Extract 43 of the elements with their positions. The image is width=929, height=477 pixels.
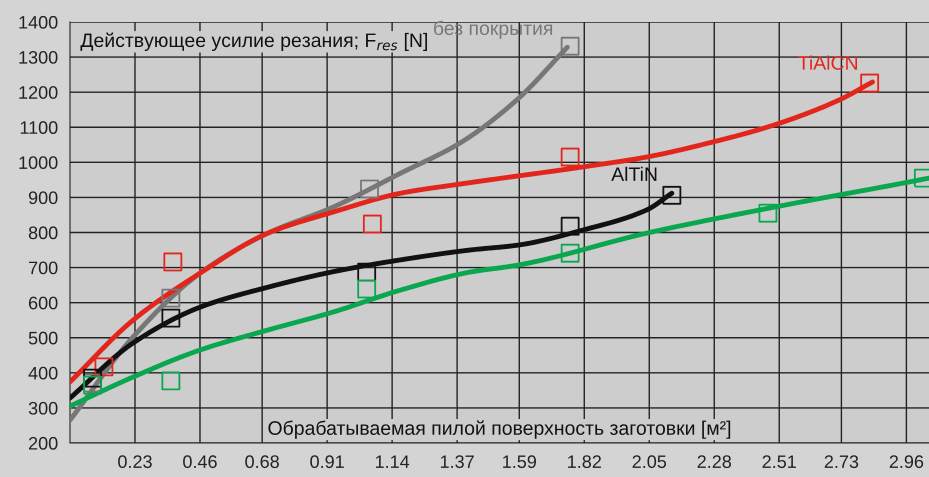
x-tick-label: 2.28 — [698, 455, 732, 468]
y-tick-label: 1000 — [19, 156, 58, 170]
y-tick-label: 1100 — [20, 121, 58, 134]
y-tick-label: 300 — [28, 402, 58, 415]
x-tick-label: 1.37 — [440, 455, 474, 468]
x-tick-label: 2.73 — [824, 455, 858, 468]
y-tick-label: 200 — [28, 436, 58, 450]
y-axis-title: Действующее усилие резания; F$_{res}$ [N] — [80, 32, 427, 51]
x-tick-label: 2.51 — [762, 455, 796, 468]
x-tick-label: 1.14 — [376, 455, 410, 468]
point — [163, 252, 182, 272]
point — [560, 216, 580, 236]
point — [662, 186, 682, 205]
x-tick-label: 1.82 — [568, 455, 601, 468]
point — [758, 204, 778, 223]
point — [560, 148, 580, 166]
point — [360, 180, 379, 198]
y-tick-label: 600 — [28, 296, 58, 310]
x-tick-label: 2.05 — [632, 455, 666, 468]
point — [161, 308, 180, 328]
y-tick-label: 1200 — [19, 86, 58, 99]
y-tick-label: 700 — [29, 262, 58, 274]
point — [560, 244, 580, 263]
point — [357, 280, 376, 298]
y-tick-label: 1300 — [19, 51, 58, 64]
point — [161, 371, 180, 390]
y-tick-label: 500 — [28, 332, 58, 344]
y-tick-label: 900 — [28, 191, 58, 204]
y-tick-label: 800 — [28, 226, 58, 240]
x-tick-label: 2.96 — [890, 455, 924, 468]
y-tick-label: 400 — [28, 366, 58, 380]
x-tick-label: 1.59 — [503, 455, 536, 468]
x-axis-title: Обрабатываемая пилой поверхность заготовки [м²] — [268, 420, 730, 439]
point — [362, 214, 382, 234]
x-tick-label: 0.68 — [245, 455, 279, 468]
point — [860, 74, 880, 92]
point — [560, 36, 580, 56]
x-tick-label: 0.46 — [183, 455, 217, 468]
point — [161, 288, 180, 308]
point — [94, 357, 114, 376]
x-tick-label: 0.91 — [310, 455, 344, 468]
y-tick-label: 1400 — [19, 16, 58, 29]
x-tick-label: 0.23 — [118, 455, 152, 468]
